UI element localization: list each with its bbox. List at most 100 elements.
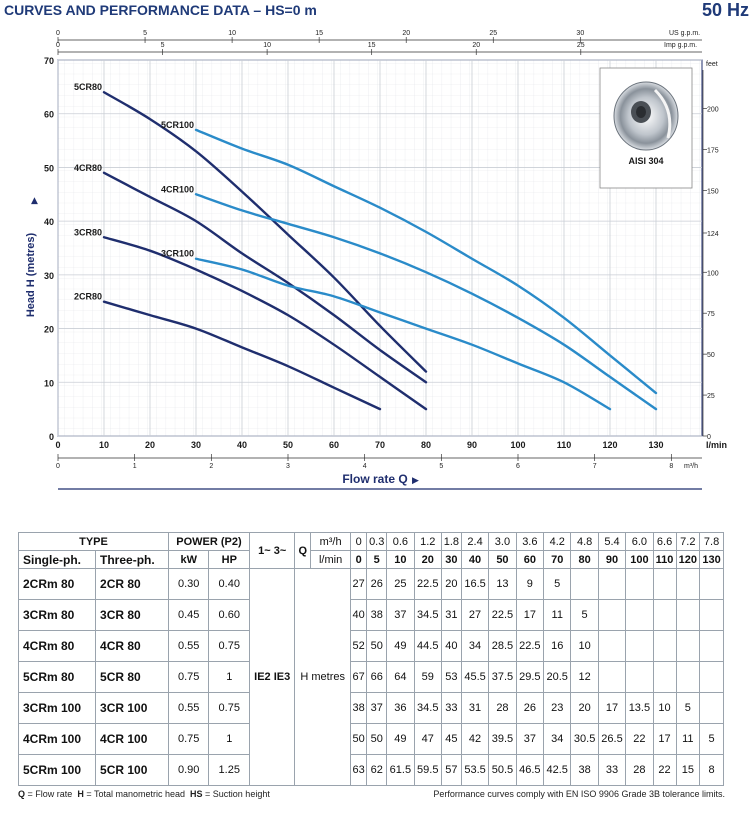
head-value: 5 [675, 692, 701, 724]
page-title: CURVES AND PERFORMANCE DATA – HS=0 m [4, 2, 317, 18]
head-value: 34.5 [413, 692, 442, 724]
head-value: 46.5 [515, 754, 545, 786]
x-tick-label: 120 [602, 440, 617, 450]
three-phase-model: 4CR 100 [95, 723, 169, 755]
x-axis-title: Flow rate Q [342, 472, 407, 486]
y-tick-label: 40 [44, 217, 54, 227]
x-tick-label: 50 [283, 440, 293, 450]
head-value: 12 [570, 661, 599, 693]
head-value: 59 [413, 661, 442, 693]
head-value [652, 568, 677, 600]
m3h-value: 4.8 [570, 532, 599, 551]
head-value: 13 [488, 568, 517, 600]
head-value: 5 [543, 568, 572, 600]
m3h-value: 0 [350, 532, 368, 551]
head-value: 37.5 [488, 661, 517, 693]
m3h-value: 6.0 [625, 532, 654, 551]
m3h-header: m³/h [310, 532, 352, 551]
head-value [699, 568, 724, 600]
head-value: 62 [366, 754, 388, 786]
usgpm-tick-label: 0 [56, 30, 60, 37]
table-row: 3CRm 100 3CR 100 0.55 0.75 38 37 36 34.5 33 31 28 2… [17, 692, 724, 724]
impgpm-tick-label: 15 [368, 42, 376, 49]
head-value: 53 [440, 661, 462, 693]
m3h-tick-label: 3 [286, 463, 290, 470]
curve-label-5cr100: 5CR100 [161, 120, 194, 130]
head-value: 28 [488, 692, 517, 724]
m3h-value: 4.2 [543, 532, 572, 551]
kw-header: kW [167, 550, 210, 569]
y-tick-label: 30 [44, 271, 54, 281]
lmin-value: 10 [386, 550, 415, 569]
head-value: 53.5 [460, 754, 490, 786]
feet-tick-label: 0 [707, 434, 711, 441]
lmin-value: 100 [625, 550, 654, 569]
head-value: 22 [652, 754, 677, 786]
head-value: 28.5 [488, 630, 517, 662]
head-value: 23 [543, 692, 572, 724]
three-phase-model: 4CR 80 [95, 630, 169, 662]
lmin-value: 110 [652, 550, 677, 569]
m3h-value: 3.6 [515, 532, 545, 551]
lmin-header: l/min [310, 550, 352, 569]
head-value: 49 [386, 630, 415, 662]
head-value [597, 599, 627, 631]
lmin-value: 80 [570, 550, 599, 569]
impgpm-tick-label: 20 [472, 42, 480, 49]
head-value: 67 [350, 661, 368, 693]
three-phase-model: 3CR 80 [95, 599, 169, 631]
head-value: 28 [625, 754, 654, 786]
head-value: 64 [386, 661, 415, 693]
feet-tick-label: 25 [707, 393, 715, 400]
m3h-unit-label: m³/h [684, 463, 698, 470]
head-value [597, 568, 627, 600]
head-value: 31 [460, 692, 490, 724]
phase-header: 1~ 3~ [249, 532, 296, 569]
head-value: 5 [699, 723, 724, 755]
head-value: 17 [597, 692, 627, 724]
m3h-tick-label: 5 [439, 463, 443, 470]
head-value: 37 [366, 692, 388, 724]
power-kw: 0.75 [167, 661, 210, 693]
table-subheader-row: Single-ph. Three-ph. kW HP l/min 0 5 10 20 30 40 50… [17, 550, 724, 569]
head-value: 38 [350, 692, 368, 724]
head-value: 20.5 [543, 661, 572, 693]
x-tick-label: 60 [329, 440, 339, 450]
y-tick-label: 10 [44, 378, 54, 388]
x-unit-label: l/min [706, 440, 727, 450]
head-value: 11 [543, 599, 572, 631]
single-phase-model: 3CRm 80 [17, 599, 97, 631]
head-value: 10 [652, 692, 677, 724]
head-value: 26 [366, 568, 388, 600]
table-row: 4CRm 100 4CR 100 0.75 1 50 50 49 47 45 42 39.5 37 34… [17, 723, 724, 755]
head-value: 22.5 [515, 630, 545, 662]
usgpm-tick-label: 30 [576, 30, 584, 37]
curve-3cr100 [194, 257, 612, 411]
y-axis-arrow: ▲ [31, 196, 38, 206]
head-value [699, 661, 724, 693]
curve-4cr100 [194, 193, 658, 411]
lmin-value: 130 [699, 550, 724, 569]
head-value: 11 [675, 723, 701, 755]
x-tick-label: 30 [191, 440, 201, 450]
head-value: 37 [386, 599, 415, 631]
head-value [675, 599, 701, 631]
head-value: 59.5 [413, 754, 442, 786]
q-header: Q [294, 532, 312, 569]
three-phase-model: 5CR 100 [95, 754, 169, 786]
head-value: 34.5 [413, 599, 442, 631]
usgpm-tick-label: 20 [402, 30, 410, 37]
table-row: 5CRm 100 5CR 100 0.90 1.25 63 62 61.5 59.5 57 53.… [17, 754, 724, 786]
single-phase-header: Single-ph. [17, 550, 97, 569]
head-value: 8 [699, 754, 724, 786]
frequency-label: 50 Hz [701, 0, 749, 20]
y-axis-title: Head H (metres) [25, 232, 37, 317]
usgpm-tick-label: 5 [143, 30, 147, 37]
curve-label-3cr80: 3CR80 [74, 227, 102, 237]
head-value: 26 [515, 692, 545, 724]
head-value: 27 [460, 599, 490, 631]
head-value: 38 [570, 754, 599, 786]
head-value: 39.5 [488, 723, 517, 755]
head-value: 17 [652, 723, 677, 755]
